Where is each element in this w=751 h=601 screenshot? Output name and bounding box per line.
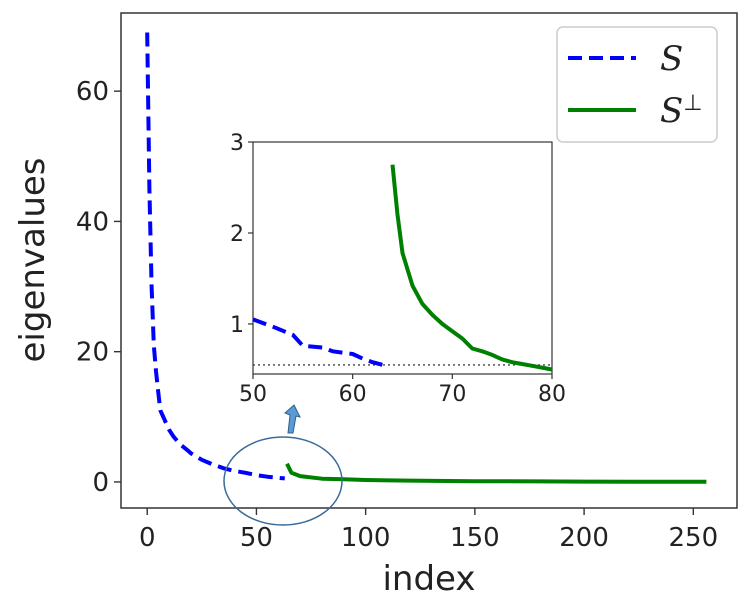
inset-axis-ticks: 50 60 70 80 1 2 3 <box>230 131 566 407</box>
x-tick-label: 200 <box>559 523 609 553</box>
inset-x-tick-label: 80 <box>538 382 566 407</box>
inset-series-s-line <box>252 317 384 367</box>
inset-series-group <box>252 164 553 372</box>
main-series-group <box>145 32 707 484</box>
y-axis-label: eigenvalues <box>13 158 53 363</box>
zoom-arrow-shape <box>284 404 301 434</box>
y-tick-label: 0 <box>92 468 109 498</box>
y-tick-label: 40 <box>76 207 109 237</box>
zoom-arrow <box>284 404 301 434</box>
inset-y-tick-label: 3 <box>230 131 244 156</box>
x-tick-label: 100 <box>341 523 391 553</box>
legend-label-s: S <box>660 39 683 79</box>
x-tick-label: 0 <box>139 523 156 553</box>
legend: S S⊥ <box>556 26 718 143</box>
x-tick-label: 250 <box>668 523 718 553</box>
inset-plot: 50 60 70 80 1 2 3 <box>230 131 566 407</box>
legend-box <box>556 26 718 143</box>
legend-label-s-perp-superscript: ⊥ <box>683 91 702 116</box>
legend-label-s-perp: S⊥ <box>660 91 702 131</box>
legend-label-s-perp-base: S <box>660 91 683 131</box>
x-tick-label: 150 <box>450 523 500 553</box>
inset-x-tick-label: 70 <box>438 382 466 407</box>
y-tick-label: 60 <box>76 77 109 107</box>
y-tick-label: 20 <box>76 338 109 368</box>
inset-y-tick-label: 2 <box>230 222 244 247</box>
x-axis-label: index <box>382 559 475 599</box>
series-s-perp-line <box>285 462 707 484</box>
inset-y-tick-label: 1 <box>230 313 244 338</box>
zoom-region-ellipse <box>223 436 343 526</box>
x-tick-label: 50 <box>240 523 273 553</box>
inset-series-s-perp-line <box>390 164 553 372</box>
series-s-line <box>145 32 285 481</box>
inset-x-tick-label: 60 <box>339 382 367 407</box>
inset-x-tick-label: 50 <box>239 382 267 407</box>
